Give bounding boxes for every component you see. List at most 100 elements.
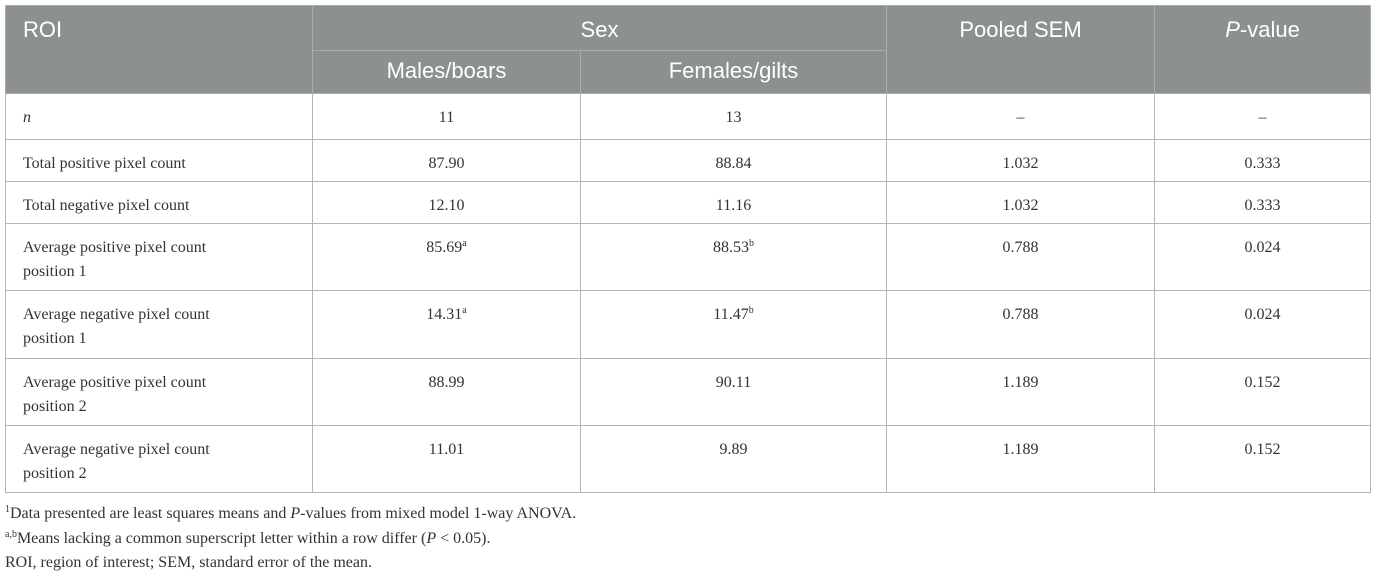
table-cell: 1.032 xyxy=(886,139,1156,182)
table-cell: 88.53b xyxy=(579,223,888,291)
text: -value xyxy=(1239,17,1300,42)
row-label: Total negative pixel count xyxy=(5,181,313,224)
table-cell: 11 xyxy=(312,93,581,140)
table-cell: 0.333 xyxy=(1154,181,1372,224)
table-cell: – xyxy=(1154,93,1372,140)
text: Total positive pixel count xyxy=(23,155,186,172)
text: Average negative pixel count position 1 xyxy=(23,306,210,347)
text: -values from mixed model 1-way ANOVA. xyxy=(300,505,577,522)
table-cell: 0.788 xyxy=(886,223,1156,291)
text: 0.024 xyxy=(1244,306,1281,323)
text: 0.333 xyxy=(1244,155,1281,172)
text: n xyxy=(23,109,31,126)
table-cell: 12.10 xyxy=(312,181,581,224)
label-wrap: Total negative pixel count xyxy=(23,194,189,218)
text: 88.53 xyxy=(713,239,749,256)
text: – xyxy=(1258,109,1267,126)
text: 11.47 xyxy=(713,306,749,323)
row-label: Average negative pixel count position 2 xyxy=(5,425,313,493)
label-wrap: Average negative pixel count position 2 xyxy=(23,438,258,486)
text: 12.10 xyxy=(428,197,465,214)
text: Females/gilts xyxy=(668,58,799,83)
label-wrap: Total positive pixel count xyxy=(23,152,186,176)
text: 1.189 xyxy=(1002,374,1039,391)
label-wrap: Average negative pixel count position 1 xyxy=(23,303,258,351)
table-cell: 14.31a xyxy=(312,290,581,359)
footnotes: 1Data presented are least squares means … xyxy=(5,502,576,576)
label-wrap: n xyxy=(23,106,31,130)
footnote: 1Data presented are least squares means … xyxy=(5,502,576,527)
data-table: ROI Sex Pooled SEM P-value Males/boars F… xyxy=(5,5,1372,493)
superscript: b xyxy=(749,238,754,249)
text: 11 xyxy=(438,109,455,126)
table-cell: 0.788 xyxy=(886,290,1156,359)
text: 0.152 xyxy=(1244,441,1281,458)
table-cell: – xyxy=(886,93,1156,140)
table-cell: 0.152 xyxy=(1154,358,1372,426)
text: 1.189 xyxy=(1002,441,1039,458)
text: 0.024 xyxy=(1244,239,1281,256)
superscript: a,b xyxy=(5,528,17,540)
header-cell: Pooled SEM xyxy=(886,5,1156,94)
text: 11.01 xyxy=(428,441,465,458)
table-cell: 11.47b xyxy=(579,290,888,359)
text: 1.032 xyxy=(1002,155,1039,172)
text: P xyxy=(1225,17,1240,42)
text: 0.333 xyxy=(1244,197,1281,214)
text: P xyxy=(290,505,301,522)
text: 11.16 xyxy=(715,197,752,214)
table-cell: 1.189 xyxy=(886,425,1156,493)
table-cell: 0.152 xyxy=(1154,425,1372,493)
label-wrap: Average positive pixel count position 2 xyxy=(23,371,258,419)
text: Means lacking a common superscript lette… xyxy=(16,529,427,547)
superscript: b xyxy=(748,305,754,316)
text: 13 xyxy=(725,109,742,126)
table-cell: 1.032 xyxy=(886,181,1156,224)
text: 1.032 xyxy=(1002,197,1039,214)
table-cell: 85.69a xyxy=(312,223,581,291)
label-wrap: Average positive pixel count position 1 xyxy=(23,236,258,284)
table-row: Average negative pixel count position 1 1… xyxy=(5,290,1372,359)
row-label: Total positive pixel count xyxy=(5,139,313,182)
table-cell: 90.11 xyxy=(579,358,888,426)
text: Average positive pixel count position 1 xyxy=(23,239,207,280)
superscript: a xyxy=(462,238,467,249)
text: < 0.05). xyxy=(436,529,491,547)
header-cell: Females/gilts xyxy=(579,50,888,94)
header-cell: ROI xyxy=(5,5,313,94)
row-label: Average positive pixel count position 1 xyxy=(5,223,313,291)
text: P xyxy=(426,529,437,547)
header-cell: P-value xyxy=(1154,5,1372,94)
table-row: Average positive pixel count position 1 8… xyxy=(5,223,1372,291)
text: 88.84 xyxy=(715,155,752,172)
text: 0.152 xyxy=(1244,374,1281,391)
text: – xyxy=(1016,109,1025,126)
table-cell: 11.01 xyxy=(312,425,581,493)
table-cell: 88.99 xyxy=(312,358,581,426)
table-cell: 9.89 xyxy=(579,425,888,493)
text: 90.11 xyxy=(715,374,752,391)
table-cell: 88.84 xyxy=(579,139,888,182)
table-row: Average positive pixel count position 2 8… xyxy=(5,358,1372,426)
table-cell: 0.024 xyxy=(1154,290,1372,359)
text: 9.89 xyxy=(719,441,748,458)
table-cell: 11.16 xyxy=(579,181,888,224)
table-row: Average negative pixel count position 2 1… xyxy=(5,425,1372,493)
row-label: Average negative pixel count position 1 xyxy=(5,290,313,359)
footnote: ROI, region of interest; SEM, standard e… xyxy=(5,551,576,576)
text: Data presented are least squares means a… xyxy=(10,505,291,522)
text: Sex xyxy=(580,17,619,42)
header-cell: Males/boars xyxy=(312,50,581,94)
header-row: ROI Sex Pooled SEM P-value xyxy=(5,5,1372,94)
text: 14.31 xyxy=(426,306,463,323)
table-body: n 11 13 – – Total positive pixel count 87.90 88… xyxy=(5,93,1372,493)
table-row: Total positive pixel count 87.90 88.84 1.03… xyxy=(5,139,1372,182)
text: Total negative pixel count xyxy=(23,197,190,214)
text: 87.90 xyxy=(428,155,465,172)
table-cell: 87.90 xyxy=(312,139,581,182)
header-row: Males/boars Females/gilts xyxy=(6,50,1371,94)
text: Pooled SEM xyxy=(959,17,1082,42)
text: Average positive pixel count position 2 xyxy=(23,374,207,415)
table-cell: 0.333 xyxy=(1154,139,1372,182)
